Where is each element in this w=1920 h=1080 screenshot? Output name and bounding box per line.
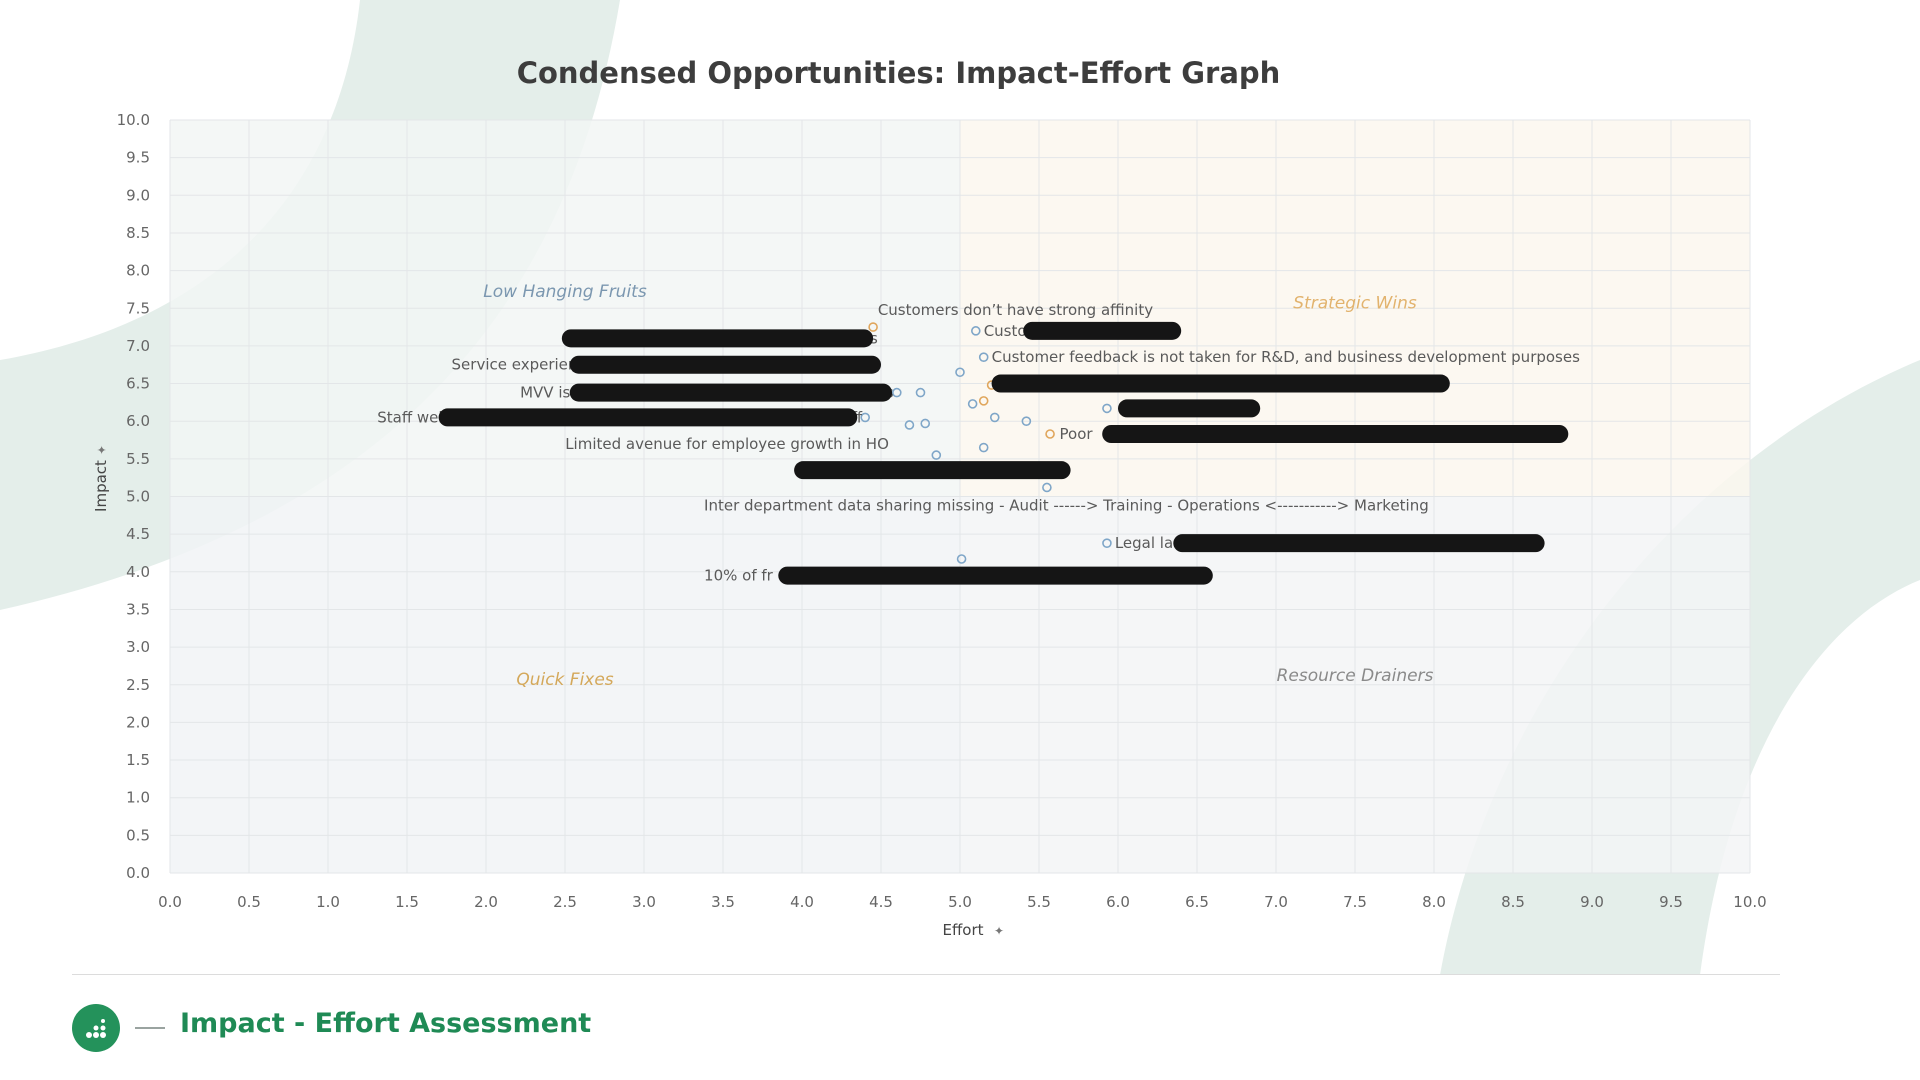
x-tick-label: 2.5 bbox=[553, 893, 577, 911]
axis-ticks: 0.0 0.5 1.0 1.5 2.0 2.5 3.0 3.5 4.0 4.5 5.0 5.5 6.0 6… bbox=[117, 111, 1767, 911]
y-tick-label: 0.0 bbox=[126, 864, 150, 882]
data-point bbox=[920, 418, 931, 429]
redaction-bar bbox=[1173, 534, 1545, 553]
quadrant-label: Resource Drainers bbox=[1277, 666, 1434, 686]
data-point bbox=[955, 367, 965, 378]
y-tick-label: 7.0 bbox=[126, 337, 150, 355]
x-tick-label: 0.5 bbox=[237, 893, 261, 911]
annotation-label: Poor bbox=[1060, 425, 1094, 443]
y-tick-label: 4.0 bbox=[126, 563, 150, 581]
annotation-label: Custo bbox=[984, 322, 1027, 340]
x-tick-label: 9.0 bbox=[1580, 893, 1604, 911]
y-tick-label: 5.5 bbox=[126, 450, 150, 468]
y-tick-label: 3.5 bbox=[126, 600, 150, 618]
y-tick-label: 8.0 bbox=[126, 262, 150, 280]
y-tick-label: 2.5 bbox=[126, 676, 150, 694]
y-tick-label: 1.5 bbox=[126, 751, 150, 769]
redaction-bar bbox=[569, 383, 893, 402]
grid-lines bbox=[169, 119, 1751, 874]
y-tick-label: 3.0 bbox=[126, 638, 150, 656]
data-point bbox=[860, 412, 871, 423]
data-point bbox=[1042, 482, 1052, 493]
data-point bbox=[970, 326, 981, 336]
y-tick-label: 1.0 bbox=[126, 789, 150, 807]
annotation-label: Limited avenue for employee growth in HO bbox=[565, 435, 889, 453]
x-tick-label: 6.5 bbox=[1185, 893, 1209, 911]
data-point bbox=[1045, 429, 1055, 439]
point-annotations: Customers don’t have strong affinity Cust… bbox=[377, 301, 1580, 585]
x-tick-label: 8.0 bbox=[1422, 893, 1446, 911]
annotation-label: Customer feedback is not taken for R&D, … bbox=[992, 348, 1581, 366]
redaction-bar bbox=[1118, 399, 1261, 418]
x-tick-label: 4.0 bbox=[790, 893, 814, 911]
quadrant-label: Strategic Wins bbox=[1293, 293, 1417, 313]
data-point bbox=[1102, 403, 1112, 414]
x-tick-label: 3.5 bbox=[711, 893, 735, 911]
annotation-label: 10% of fr bbox=[704, 567, 774, 585]
x-tick-label: 9.5 bbox=[1659, 893, 1683, 911]
redaction-bar bbox=[794, 461, 1071, 480]
y-tick-label: 9.5 bbox=[126, 149, 150, 167]
y-tick-label: 9.0 bbox=[126, 186, 150, 204]
data-point bbox=[956, 554, 967, 564]
impact-effort-chart: 0.0 0.5 1.0 1.5 2.0 2.5 3.0 3.5 4.0 4.5 5.0 5.5 6.0 6… bbox=[92, 111, 1767, 939]
x-tick-label: 10.0 bbox=[1733, 893, 1766, 911]
annotation-label: Inter department data sharing missing - … bbox=[704, 497, 1429, 515]
y-tick-label: 6.0 bbox=[126, 412, 150, 430]
x-tick-label: 7.0 bbox=[1264, 893, 1288, 911]
page-title: Condensed Opportunities: Impact-Effort G… bbox=[516, 56, 1281, 90]
annotation-label: Legal la bbox=[1115, 534, 1173, 552]
data-point bbox=[891, 387, 902, 398]
y-tick-label: 8.5 bbox=[126, 224, 150, 242]
grid-dots-icon bbox=[72, 1004, 120, 1052]
data-point bbox=[904, 420, 915, 430]
data-point bbox=[915, 387, 926, 398]
footer-dash bbox=[135, 1027, 165, 1029]
x-tick-label: 5.5 bbox=[1027, 893, 1051, 911]
redaction-bar bbox=[569, 355, 881, 374]
data-point bbox=[931, 450, 942, 460]
x-tick-label: 6.0 bbox=[1106, 893, 1130, 911]
data-point bbox=[967, 399, 978, 409]
redaction-bar bbox=[1102, 425, 1569, 444]
footer-title: Impact - Effort Assessment bbox=[180, 1008, 592, 1039]
quadrant-label: Quick Fixes bbox=[516, 670, 613, 690]
redaction-bar bbox=[438, 408, 858, 427]
data-point bbox=[989, 412, 1000, 423]
y-tick-label: 6.5 bbox=[126, 375, 150, 393]
y-tick-label: 0.5 bbox=[126, 826, 150, 844]
x-axis-label: Effort bbox=[942, 921, 983, 939]
footer-divider bbox=[72, 974, 1780, 975]
y-tick-label: 7.5 bbox=[126, 299, 150, 317]
y-axis-pin-icon: ✦ bbox=[95, 445, 109, 455]
x-tick-label: 2.0 bbox=[474, 893, 498, 911]
redaction-bar bbox=[561, 329, 874, 348]
x-tick-label: 4.5 bbox=[869, 893, 893, 911]
quadrant-label: Low Hanging Fruits bbox=[483, 282, 647, 302]
quadrant-labels: Low Hanging Fruits Strategic Wins Quick Fi… bbox=[483, 282, 1433, 690]
x-tick-label: 7.5 bbox=[1343, 893, 1367, 911]
redaction-bar bbox=[1023, 321, 1182, 340]
x-tick-label: 1.5 bbox=[395, 893, 419, 911]
data-point bbox=[978, 442, 989, 453]
redaction-bar bbox=[778, 566, 1213, 585]
redaction-bar bbox=[991, 374, 1450, 393]
x-tick-label: 5.0 bbox=[948, 893, 972, 911]
y-tick-label: 4.5 bbox=[126, 525, 150, 543]
y-tick-label: 5.0 bbox=[126, 488, 150, 506]
data-point bbox=[978, 396, 989, 406]
data-point bbox=[1021, 416, 1032, 427]
y-tick-label: 10.0 bbox=[117, 111, 150, 129]
y-axis-label: Impact bbox=[92, 460, 110, 512]
annotation-label: Customers don’t have strong affinity bbox=[878, 301, 1153, 319]
data-point bbox=[1102, 538, 1112, 548]
data-point bbox=[868, 322, 878, 332]
y-tick-label: 2.0 bbox=[126, 713, 150, 731]
data-point bbox=[978, 352, 989, 362]
x-tick-label: 8.5 bbox=[1501, 893, 1525, 911]
x-tick-label: 1.0 bbox=[316, 893, 340, 911]
x-tick-label: 3.0 bbox=[632, 893, 656, 911]
x-axis-pin-icon: ✦ bbox=[994, 924, 1004, 938]
x-tick-label: 0.0 bbox=[158, 893, 182, 911]
